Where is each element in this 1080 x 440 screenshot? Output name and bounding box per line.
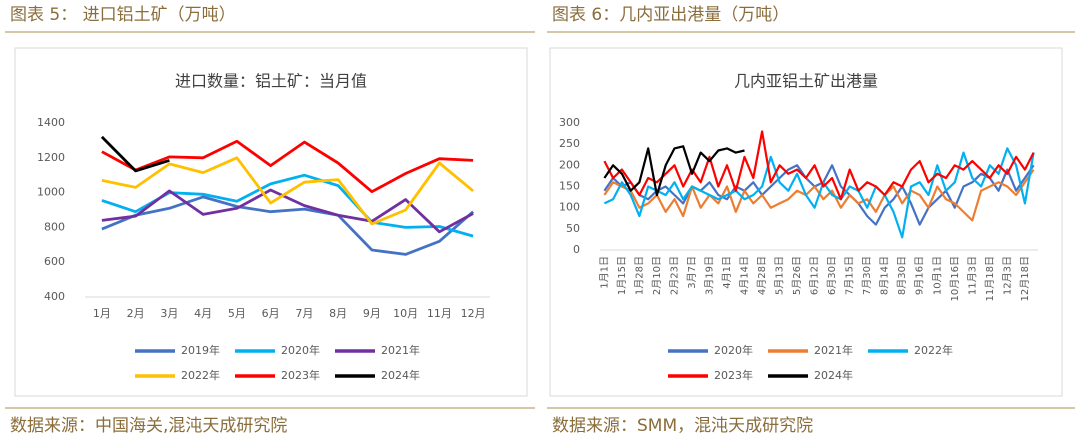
legend-label: 2019年 [181,343,220,357]
y-tick-label: 100 [559,201,580,214]
x-tick-label: 4月1日 [721,256,733,289]
x-tick-label: 10月16日 [949,256,961,301]
x-tick-label: 1月15日 [616,256,628,295]
x-tick-label: 1月1日 [598,256,610,289]
x-tick-label: 4月28日 [756,256,768,295]
x-tick-label: 9月 [363,307,381,320]
legend-label: 2023年 [714,368,753,382]
x-tick-label: 11月 [427,307,452,320]
x-tick-label: 12月 [461,307,486,320]
chart-title: 几内亚铝土矿出港量 [734,72,878,91]
x-tick-label: 6月30日 [826,256,838,295]
legend-label: 2022年 [181,368,220,382]
series-line [101,188,474,234]
y-tick-label: 50 [566,222,580,235]
legend-label: 2023年 [281,368,320,382]
y-tick-label: 600 [44,255,65,268]
series-line [100,135,170,173]
x-tick-label: 6月 [262,307,280,320]
x-tick-label: 11月3日 [966,256,978,295]
y-tick-label: 200 [559,158,580,171]
legend-label: 2024年 [814,368,853,382]
x-tick-label: 1月 [93,307,111,320]
x-tick-label: 9月16日 [914,256,926,295]
x-tick-label: 3月19日 [704,256,716,295]
x-tick-label: 5月 [228,307,246,320]
legend-label: 2021年 [381,343,420,357]
y-tick-label: 1000 [37,186,65,199]
series-line [603,147,1035,239]
source-note: 数据来源：中国海关,混沌天成研究院 [10,416,287,436]
series-line [101,139,474,194]
x-tick-label: 5月13日 [774,256,786,295]
legend-label: 2024年 [381,368,420,382]
x-tick-label: 4月 [194,307,212,320]
y-tick-label: 150 [559,180,580,193]
y-tick-label: 400 [44,290,65,303]
series-line [101,156,474,226]
x-tick-label: 8月 [329,307,347,320]
legend-label: 2022年 [914,343,953,357]
x-tick-label: 6月12日 [809,256,821,295]
x-tick-label: 8月30日 [896,256,908,295]
series-line [603,145,745,197]
y-tick-label: 1400 [37,116,65,129]
chart-title: 进口数量：铝土矿：当月值 [175,72,367,91]
legend-label: 2021年 [814,343,853,357]
y-tick-label: 300 [559,116,580,129]
series-line [603,130,1035,201]
x-tick-label: 3月 [160,307,178,320]
series-line [603,164,1035,226]
x-tick-label: 7月30日 [861,256,873,295]
x-tick-label: 5月26日 [791,256,803,295]
x-tick-label: 3月7日 [686,256,698,289]
x-tick-label: 11月18日 [984,256,996,301]
x-tick-label: 12月18日 [1019,256,1031,301]
x-tick-label: 2月10日 [651,256,663,295]
x-tick-label: 7月15日 [844,256,856,295]
source-note: 数据来源：SMM，混沌天成研究院 [552,416,813,436]
y-tick-label: 800 [44,220,65,233]
legend-label: 2020年 [714,343,753,357]
y-tick-label: 250 [559,137,580,150]
chart-frame [549,47,1063,397]
series-line [101,195,475,256]
y-tick-label: 1200 [37,151,65,164]
x-tick-label: 8月14日 [879,256,891,295]
figure-caption: 图表 6：几内亚出港量（万吨） [552,5,789,25]
x-tick-label: 12月3日 [1001,256,1013,295]
x-tick-label: 2月23日 [668,256,680,295]
x-tick-label: 1月28日 [633,256,645,295]
x-tick-label: 2月 [127,307,145,320]
figure-caption: 图表 5： 进口铝土矿（万吨） [10,5,236,25]
x-tick-label: 10月 [393,307,418,320]
y-tick-label: 0 [573,243,580,256]
x-tick-label: 7月 [295,307,313,320]
chart-frame [14,47,528,397]
x-tick-label: 4月14日 [739,256,751,295]
legend-label: 2020年 [281,343,320,357]
x-tick-label: 10月1日 [931,256,943,295]
